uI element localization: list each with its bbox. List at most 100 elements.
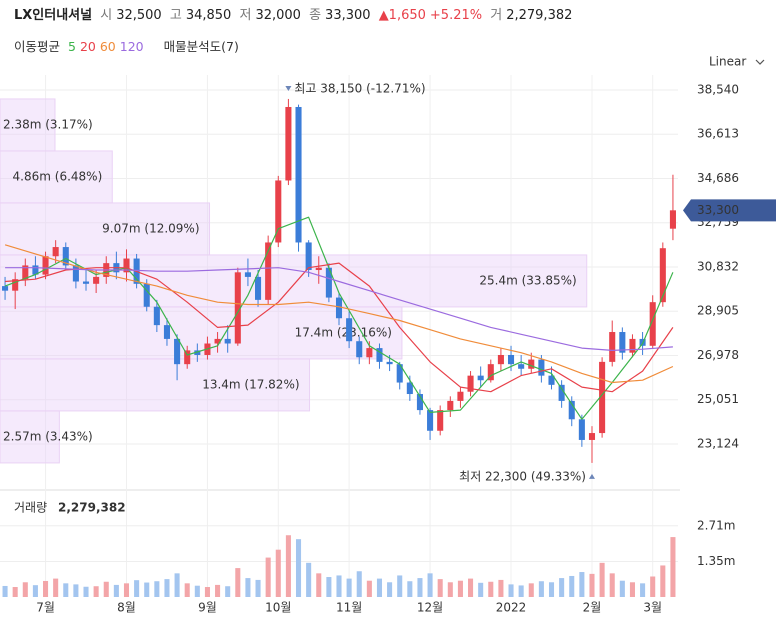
header: LX인터내셔널 시 32,500 고 34,850 저 32,000 종 33,300 … [14,4,576,23]
scale-button[interactable] [683,48,771,76]
candle-body [588,433,596,440]
ma-legend-item[interactable]: 5 [68,39,76,54]
candle-body [629,338,636,353]
stock-name: LX인터내셔널 [14,8,93,23]
volume-bar [194,585,200,597]
x-tick-label: 3월 [643,601,662,615]
candle-body [427,410,434,431]
x-tick-label: 12월 [417,601,443,615]
volume-bar [22,582,28,597]
x-tick-label: 10월 [265,601,291,615]
volume-bar [295,539,302,597]
candle-body [416,394,423,411]
volume-bar [447,582,453,597]
volume-bar [336,575,342,597]
change: ▲1,650 [378,8,426,23]
volume-bar [43,580,49,597]
volume-bar [376,578,383,597]
candle-body [386,361,393,365]
candle-body [234,272,241,344]
candle-body [497,354,504,365]
volume-profile-label: 2.57m (3.43%) [3,429,93,443]
volume-bar [599,562,605,597]
volume-bar [73,584,79,597]
high-marker [285,85,292,91]
volume-bar [498,579,504,597]
ma-line [5,262,674,393]
volume-profile-bar [0,202,211,256]
volume-bar [285,535,291,597]
ma-legend: 5 20 60 120 [68,39,148,54]
volume-bar [538,581,544,597]
volume-bar [366,580,372,597]
volume-bar [53,578,59,597]
volume-bar [265,557,271,597]
volume-bar [83,586,89,597]
candle-body [649,302,656,346]
volume-bar [427,573,433,597]
candle-body [123,258,130,273]
candle-body [163,325,171,339]
volume-bar [225,586,231,597]
candle-body [174,338,181,365]
candle-body [244,272,251,277]
value: 2,279,382 [506,8,573,23]
volume-bar [397,575,403,597]
volume-profile-bar [0,150,113,204]
ma-legend-item[interactable]: 20 [79,39,96,54]
y-tick-label: 36,613 [697,127,739,141]
volume-bar [154,581,160,597]
candle-body [467,375,474,392]
candle-body [305,242,312,271]
y-tick-label: 30,832 [697,259,739,273]
candle-body [538,359,545,376]
candle-body [659,248,666,303]
volume-bar [346,578,352,597]
volume-bar [63,583,69,597]
label: 시 [100,8,113,23]
scale-label[interactable]: Linear [709,55,746,69]
volume-profile-label[interactable]: 매물분석도(7) [163,39,239,54]
candle-body [2,286,9,291]
volume-bar [275,549,281,597]
ma-line [4,244,674,384]
candle-body [42,256,49,275]
volume-profile-bar [0,358,311,412]
candle-body [619,332,626,353]
volume-bar [579,572,585,597]
volume-bar [356,571,362,597]
volume-bar [468,578,474,597]
x-tick-label: 2022 [496,601,527,615]
ma-label[interactable]: 이동평균 [14,39,61,54]
volume-bar [417,578,423,597]
candle-body [406,382,413,395]
volume-bar [609,573,615,597]
ma-legend-item[interactable]: 120 [119,39,144,54]
candle-body [335,297,343,319]
volume-profile-label: 2.38m (3.17%) [3,117,93,131]
ma-legend-item[interactable]: 60 [99,39,116,54]
label: 저 [239,8,252,23]
candle-body [599,361,606,434]
volume-bar [255,579,261,597]
volume-bar [174,573,180,597]
high-annotation: 최고 38,150 (-12.71%) [294,81,425,95]
volume-profile-label: 17.4m (23.16%) [295,325,392,339]
volume-bar [204,587,210,597]
volume-bar [528,583,534,597]
candle-body [315,267,322,271]
candle-body [143,283,150,307]
candle-body [93,276,100,284]
volume-tick-label: 1.35m [697,554,735,568]
value: 32,500 [116,8,162,23]
label: 종 [309,8,322,23]
volume-bar [32,585,38,597]
volume-bar [12,587,18,597]
candle-body [214,338,221,344]
candle-body [376,348,383,362]
volume-bar [640,583,646,597]
candle-body [578,419,585,440]
candle-body [457,391,464,401]
candle-body [609,332,616,362]
candle-body [255,276,262,300]
